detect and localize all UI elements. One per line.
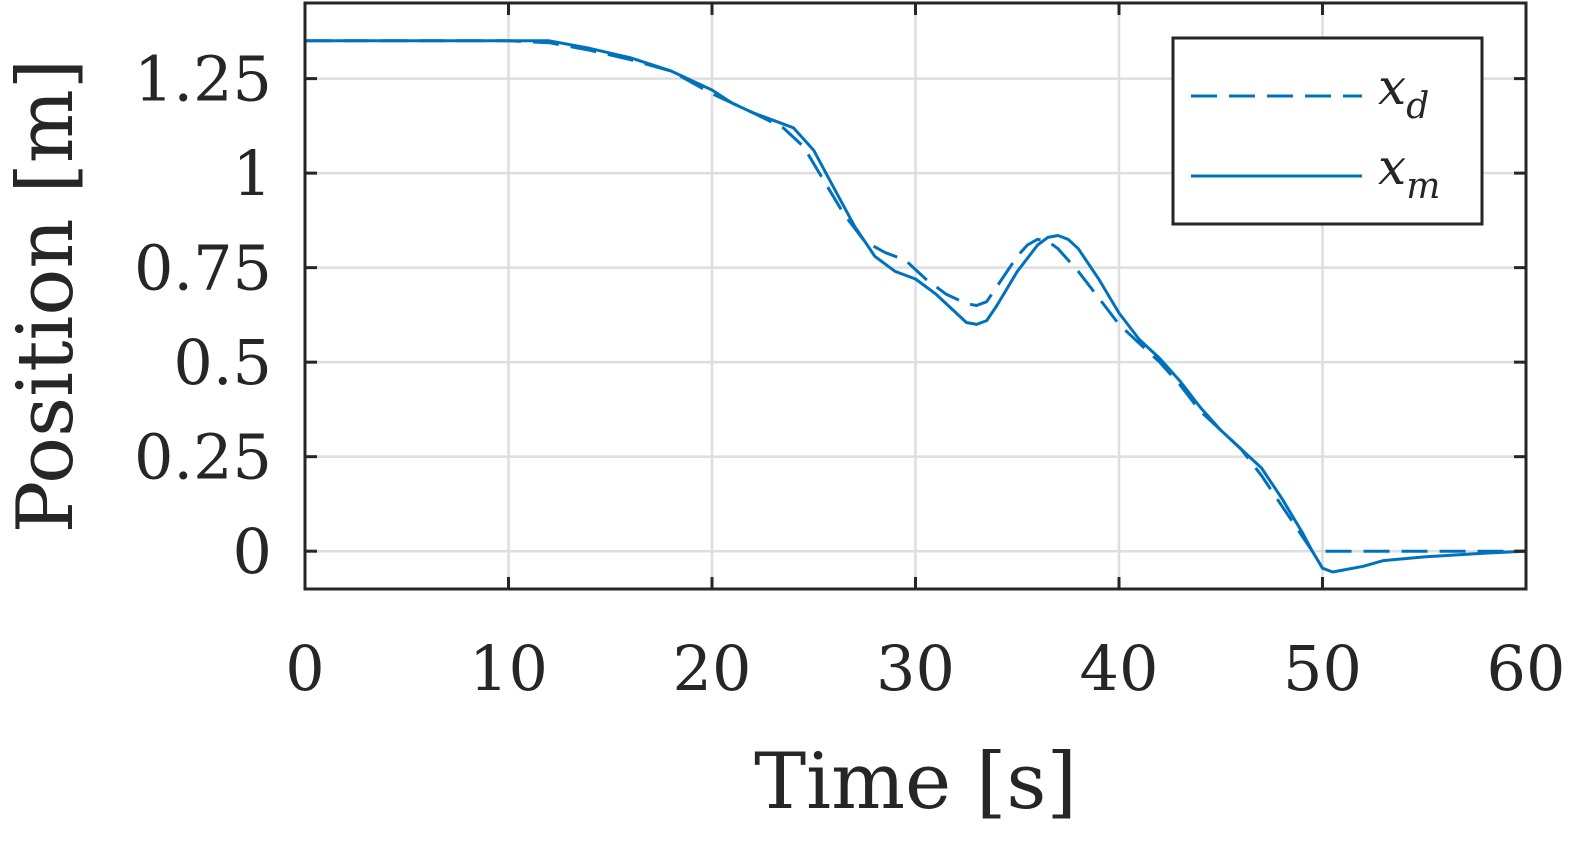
y-tick-label: 0.75 (134, 232, 272, 305)
x-tick-label: 50 (1283, 632, 1362, 705)
x-axis-title: Time [s] (754, 737, 1077, 827)
y-tick-label: 1.25 (134, 43, 272, 116)
legend-entry-xm-symbol: x (1378, 138, 1406, 196)
y-tick-labels: 0 0.25 0.5 0.75 1 1.25 (134, 43, 272, 589)
series-line-xm (305, 39, 1527, 574)
x-tick-label: 40 (1080, 632, 1159, 705)
x-tick-label: 60 (1487, 632, 1566, 705)
legend-entry-xm: xm (1378, 138, 1440, 207)
series-lines (305, 39, 1527, 574)
x-tick-label: 10 (469, 632, 548, 705)
axis-ticks (303, 3, 1528, 589)
x-tick-labels: 0 10 20 30 40 50 60 (285, 632, 1565, 705)
legend-entry-xm-subscript: m (1406, 166, 1440, 207)
y-tick-label: 1 (233, 137, 272, 210)
legend-entry-xd-subscript: d (1406, 86, 1429, 127)
y-tick-label: 0 (233, 515, 272, 588)
legend-entry-xd: xd (1378, 58, 1429, 127)
y-axis-title: Position [m] (1, 59, 91, 533)
x-tick-label: 30 (876, 632, 955, 705)
y-tick-label: 0.5 (173, 326, 272, 399)
y-tick-label: 0.25 (134, 421, 272, 494)
legend-entry-xd-symbol: x (1378, 58, 1406, 116)
legend: xd xm (1171, 36, 1484, 226)
legend-box (1171, 36, 1484, 226)
x-tick-label: 20 (673, 632, 752, 705)
x-tick-label: 0 (285, 632, 324, 705)
